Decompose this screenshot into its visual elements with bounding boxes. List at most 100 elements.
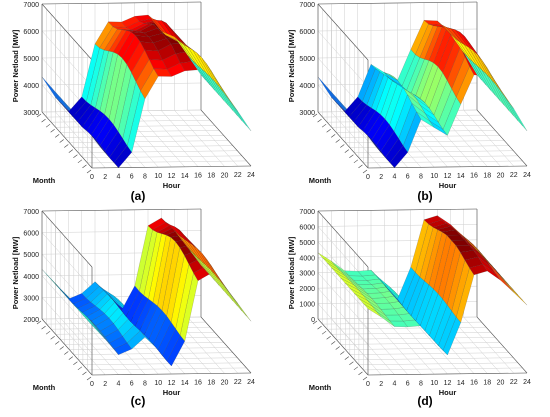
surface-face [214, 81, 233, 111]
y-tick-mark [86, 169, 92, 174]
y-tick-mark [312, 113, 318, 118]
x-tick-label: 0 [366, 381, 370, 388]
x-tick-label: 10 [154, 173, 162, 180]
x-tick-label: 24 [523, 379, 531, 386]
y-tick-mark [344, 356, 349, 360]
x-tick-label: 6 [406, 381, 410, 388]
z-tick-label: 5000 [299, 240, 315, 247]
surface-face [463, 52, 482, 81]
x-tick-label: 6 [406, 174, 410, 181]
z-axis-label: Power Netload [MW] [287, 29, 296, 102]
x-tick-label: 0 [90, 174, 94, 181]
y-axis-label: Month [309, 383, 332, 392]
y-axis-label: Month [33, 176, 56, 185]
x-tick-label: 22 [510, 172, 518, 179]
y-tick-mark [36, 320, 42, 325]
x-tick-label: 22 [234, 379, 242, 386]
x-tick-label: 14 [181, 380, 189, 387]
y-tick-mark [86, 376, 92, 381]
y-tick-mark [344, 149, 349, 153]
x-tick-label: 4 [393, 381, 397, 388]
surface-face [210, 269, 229, 296]
x-tick-label: 12 [168, 380, 176, 387]
z-tick-label: 6000 [299, 224, 315, 231]
y-tick-mark [59, 139, 64, 143]
x-tick-label: 12 [168, 173, 176, 180]
x-tick-label: 12 [444, 173, 452, 180]
z-tick-label: 3000 [23, 295, 39, 302]
z-tick-label: 4000 [23, 83, 39, 90]
y-tick-mark [317, 118, 322, 123]
y-tick-mark [50, 129, 55, 133]
x-axis-label: Hour [439, 181, 457, 190]
z-tick-label: 3000 [23, 110, 39, 117]
y-tick-mark [331, 341, 336, 345]
z-tick-label: 6000 [23, 29, 39, 36]
surface-face [219, 87, 238, 116]
x-tick-label: 2 [103, 381, 107, 388]
z-tick-label: 7000 [23, 2, 39, 9]
x-tick-label: 20 [497, 379, 505, 386]
y-tick-mark [321, 123, 327, 128]
y-tick-mark [82, 371, 87, 376]
x-tick-label: 16 [470, 173, 478, 180]
y-tick-mark [73, 361, 78, 365]
x-tick-label: 8 [143, 380, 147, 387]
x-tick-label: 20 [221, 379, 229, 386]
surface-face [205, 265, 224, 291]
y-tick-mark [77, 366, 83, 371]
x-tick-label: 20 [221, 172, 229, 179]
x-axis-label: Hour [163, 388, 181, 397]
y-tick-mark [312, 320, 318, 325]
z-tick-label: 6000 [299, 29, 315, 36]
panel-caption: (a) [131, 189, 146, 203]
x-tick-label: 12 [444, 380, 452, 387]
surface-mesh [317, 19, 528, 168]
surface-face [490, 79, 509, 111]
y-tick-mark [335, 346, 340, 350]
y-tick-mark [82, 164, 87, 169]
y-tick-mark [68, 356, 73, 360]
x-tick-label: 22 [510, 379, 518, 386]
x-tick-label: 6 [130, 381, 134, 388]
panel-caption: (b) [417, 189, 432, 203]
y-tick-mark [36, 113, 42, 118]
z-tick-label: 3000 [299, 110, 315, 117]
y-tick-mark [45, 330, 51, 335]
panel-caption: (d) [417, 394, 432, 408]
surface-face [187, 247, 206, 271]
x-tick-label: 18 [207, 380, 215, 387]
surface-face [223, 93, 243, 121]
x-tick-label: 8 [419, 173, 423, 180]
y-tick-mark [340, 351, 345, 355]
x-tick-label: 4 [117, 381, 121, 388]
surface-face [187, 55, 206, 81]
y-tick-mark [349, 361, 354, 365]
y-tick-mark [326, 129, 331, 133]
y-axis-label: Month [309, 176, 332, 185]
y-tick-mark [68, 149, 73, 153]
surface-face [228, 99, 247, 126]
surface-face [233, 105, 252, 131]
y-tick-mark [77, 159, 83, 164]
y-tick-mark [50, 336, 55, 340]
x-axis-label: Hour [163, 181, 181, 190]
y-tick-mark [326, 336, 331, 340]
y-tick-mark [45, 123, 51, 128]
surface-face [499, 90, 519, 121]
z-tick-label: 3000 [299, 271, 315, 278]
y-tick-mark [353, 366, 359, 371]
z-axis-label: Power Netload [MW] [11, 29, 20, 102]
x-tick-label: 8 [143, 173, 147, 180]
x-tick-label: 24 [247, 172, 255, 179]
x-tick-label: 14 [457, 173, 465, 180]
x-tick-label: 2 [379, 174, 383, 181]
z-tick-label: 0 [311, 317, 315, 324]
surface-mesh [41, 217, 252, 367]
x-axis-label: Hour [439, 388, 457, 397]
z-tick-label: 6000 [23, 231, 39, 238]
